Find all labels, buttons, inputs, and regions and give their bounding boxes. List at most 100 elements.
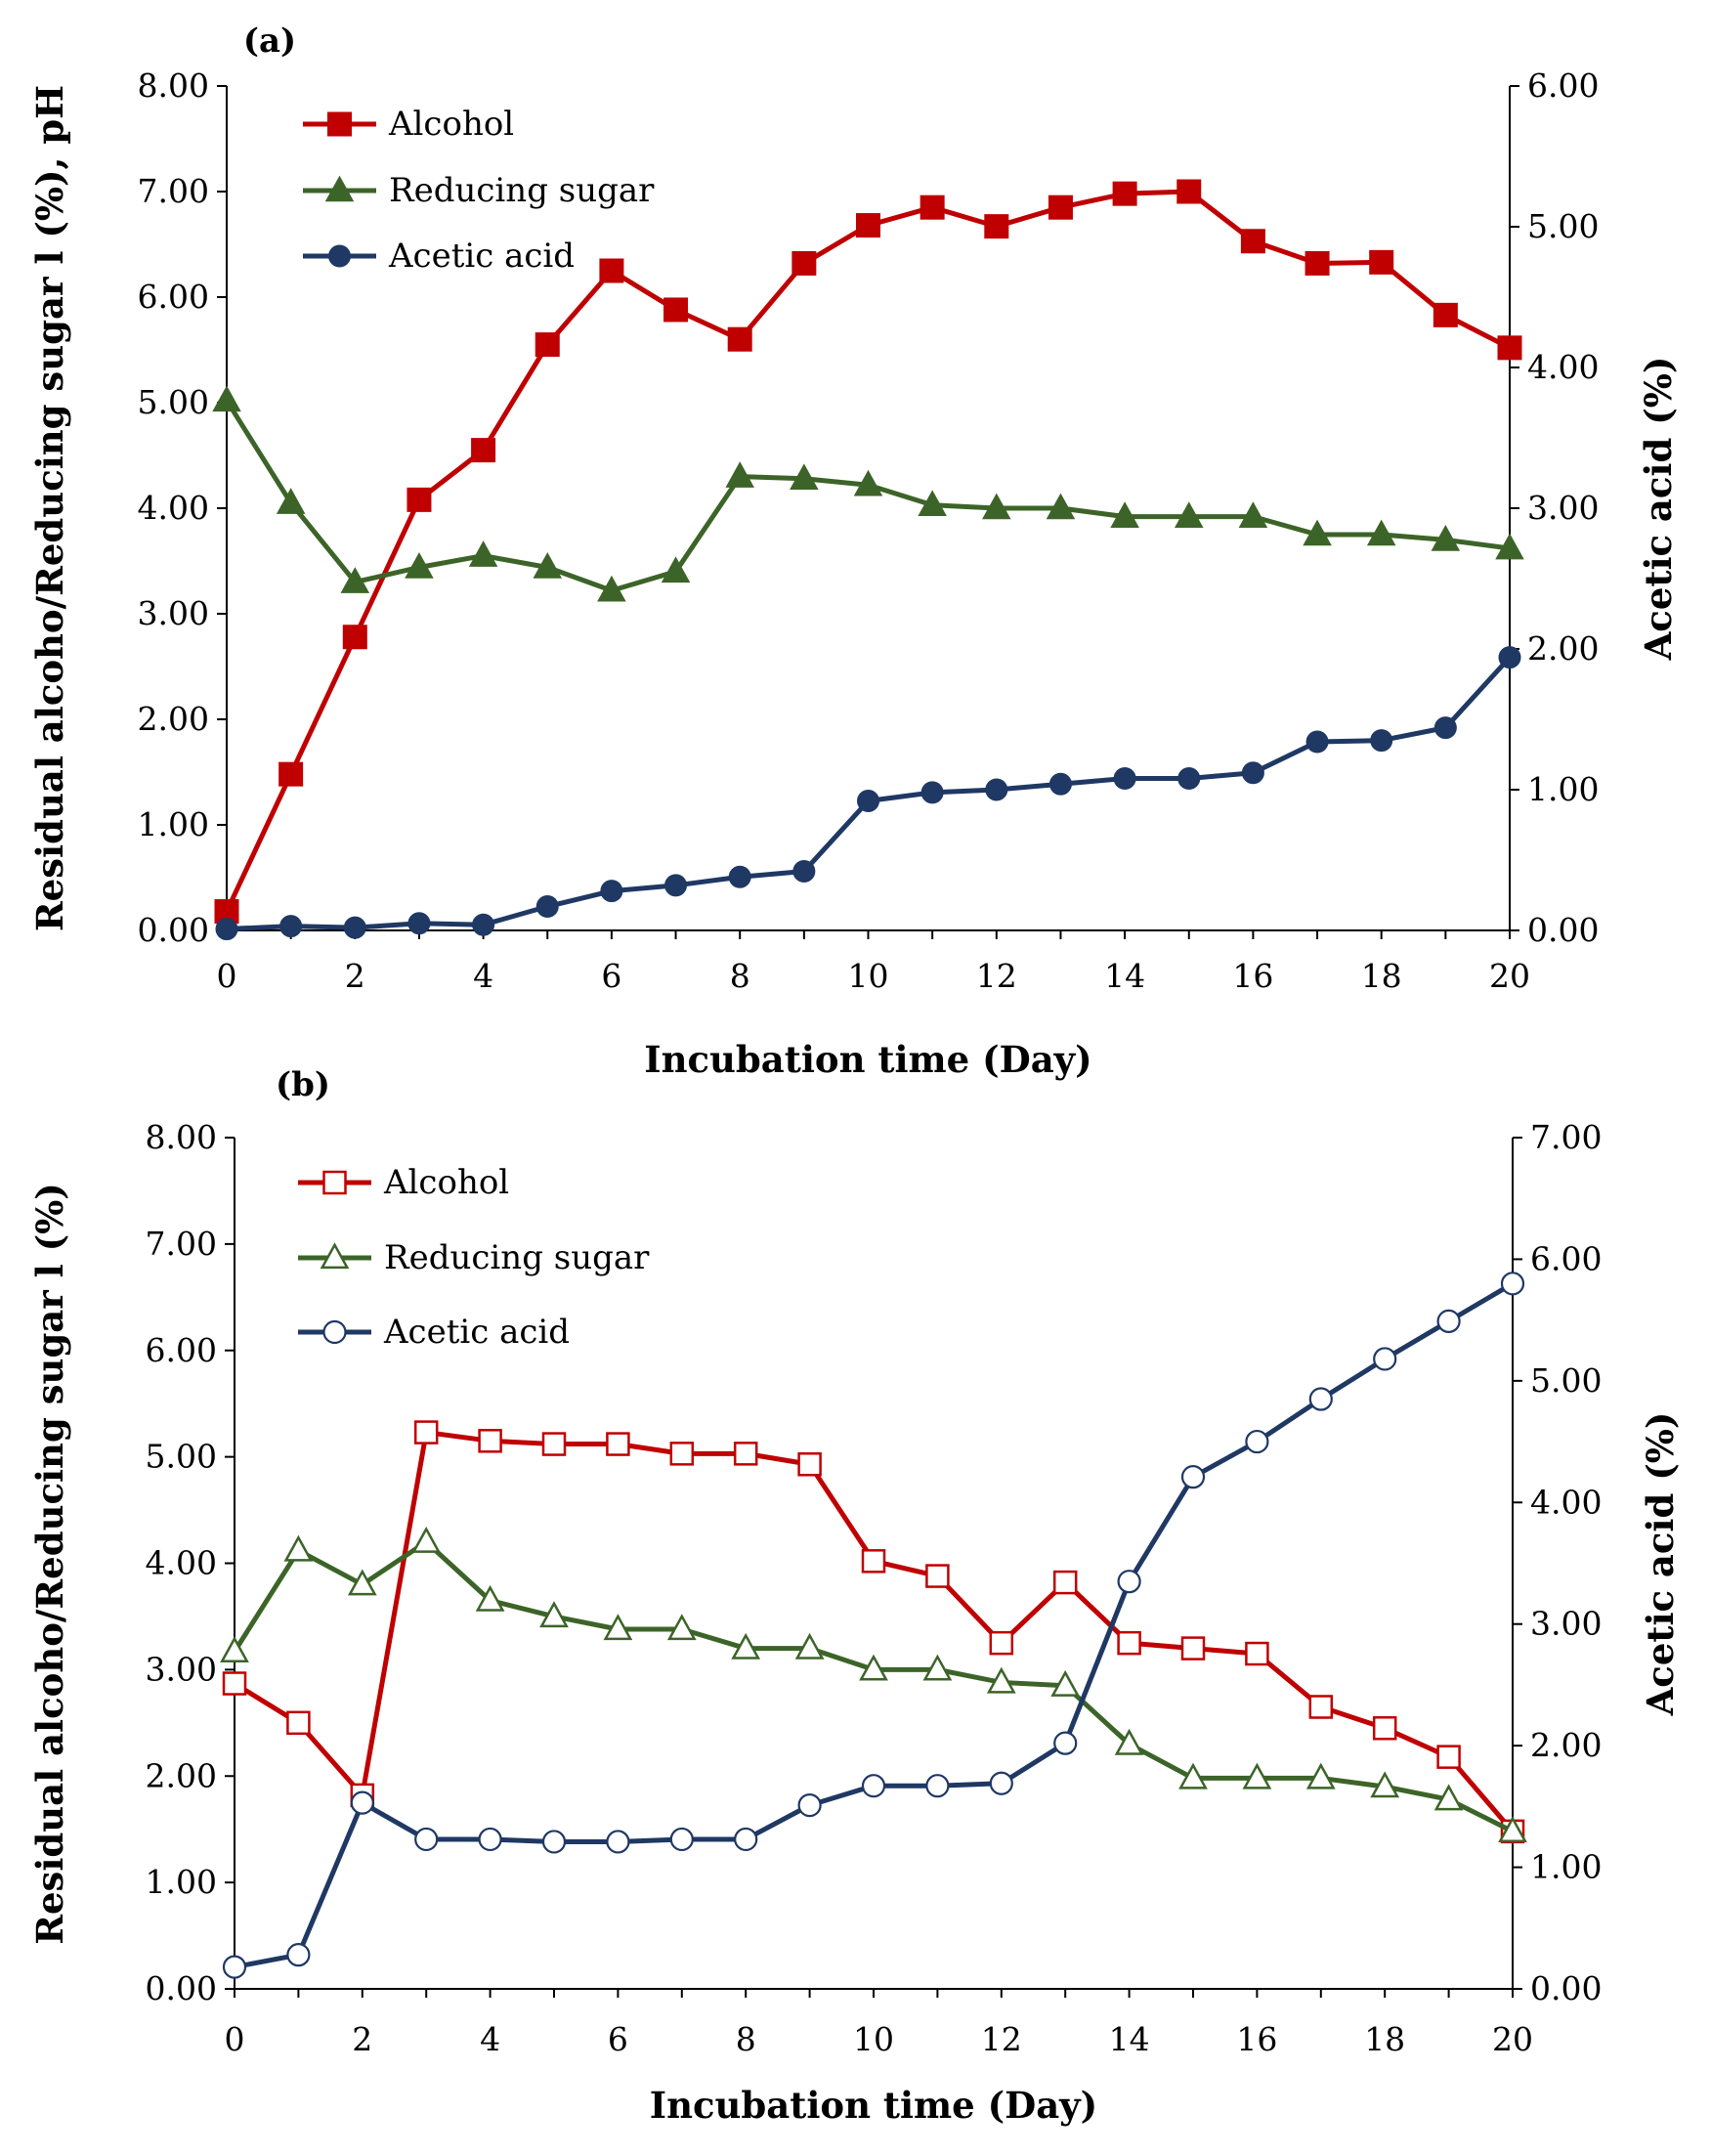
legend-item: Reducing sugar [303, 171, 655, 210]
data-point [1433, 302, 1458, 327]
x-tick-label: 6 [608, 2020, 628, 2058]
series-reducing-sugar [220, 1526, 1527, 1843]
y2-tick-label: 4.00 [1527, 348, 1599, 386]
y-tick-label: 5.00 [138, 383, 209, 421]
data-point [1113, 766, 1136, 790]
data-point [1305, 1762, 1336, 1789]
data-point [856, 213, 880, 238]
y2-tick-label: 3.00 [1530, 1605, 1602, 1643]
y-tick-label: 1.00 [138, 805, 209, 843]
data-point [1308, 1695, 1334, 1719]
y-tick-label: 6.00 [146, 1331, 217, 1369]
data-point [340, 567, 370, 593]
data-point [1176, 179, 1202, 204]
legend-marker [322, 1319, 347, 1345]
legend-item: Reducing sugar [298, 1238, 650, 1277]
y2-tick-label: 1.00 [1530, 1848, 1602, 1886]
data-point [985, 778, 1008, 801]
data-point [1305, 250, 1330, 276]
data-point [407, 912, 431, 935]
chart-panel-a: 0.00 1.00 2.00 3.00 4.00 5.00 6.00 7.00 8.00 0.00… [28, 22, 1680, 1081]
data-point [984, 214, 1009, 239]
data-point [533, 552, 563, 579]
data-point [1180, 1636, 1206, 1660]
y-tick-label: 6.00 [138, 278, 209, 316]
data-point [663, 297, 689, 323]
data-point [727, 326, 752, 352]
data-point [728, 865, 751, 888]
data-point [1495, 533, 1524, 560]
data-point [535, 895, 559, 919]
data-point [1240, 229, 1265, 254]
data-point [541, 1432, 567, 1456]
data-point [791, 250, 817, 276]
data-point [925, 1564, 950, 1588]
data-point [279, 915, 303, 938]
legend-marker [320, 1242, 350, 1270]
data-point [1050, 1669, 1081, 1697]
data-point [1431, 524, 1461, 551]
y-axis-title: Residual alcoho/Reducing sugar l (%) [28, 1183, 71, 1945]
series-alcohol [222, 1420, 1525, 1844]
data-point [215, 918, 238, 941]
data-point [661, 556, 691, 583]
data-point [1238, 501, 1268, 528]
x-tick-label: 4 [480, 2020, 500, 2058]
data-point [597, 575, 626, 602]
y-tick-label: 3.00 [146, 1650, 217, 1688]
data-point [411, 1526, 442, 1553]
data-point [1372, 1716, 1397, 1741]
x-tick-label: 4 [473, 957, 493, 995]
data-point [1498, 646, 1521, 669]
data-point [541, 1830, 567, 1854]
series-acetic-acid [215, 646, 1521, 941]
y-tick-label: 2.00 [138, 700, 209, 738]
x-tick-label: 12 [976, 957, 1017, 995]
data-point [1245, 1429, 1269, 1454]
data-point [1048, 194, 1073, 220]
data-point [1366, 519, 1396, 546]
data-point [471, 438, 496, 463]
data-point [861, 1549, 886, 1574]
data-point [1433, 1784, 1464, 1811]
y2-tick-label: 2.00 [1530, 1726, 1602, 1764]
data-point [478, 1827, 502, 1852]
x-tick-label: 8 [730, 957, 750, 995]
data-point [1433, 716, 1457, 740]
data-point [920, 781, 944, 804]
data-point [1498, 1816, 1527, 1843]
data-point [792, 860, 816, 884]
y-tick-label: 4.00 [146, 1544, 217, 1582]
data-point [669, 1827, 694, 1852]
x-tick-label: 10 [848, 957, 889, 995]
data-point [472, 913, 495, 936]
y-tick-label: 0.00 [146, 1969, 217, 2007]
x-tick-label: 20 [1492, 2020, 1533, 2058]
data-point [1177, 766, 1201, 790]
legend-marker [327, 111, 352, 137]
x-tick-label: 14 [1104, 957, 1145, 995]
y2-tick-label: 6.00 [1530, 1239, 1602, 1277]
panel-label: (a) [243, 22, 296, 61]
data-point [212, 385, 241, 412]
data-point [1436, 1745, 1461, 1769]
data-point [989, 1630, 1014, 1656]
data-point [1178, 1762, 1208, 1789]
y2-tick-label: 5.00 [1527, 207, 1599, 245]
legend-marker [324, 175, 355, 202]
y2-tick-label: 7.00 [1530, 1118, 1602, 1156]
data-point [413, 1420, 439, 1445]
chart-panel-b: 0.00 1.00 2.00 3.00 4.00 5.00 6.00 7.00 8.00 0.00… [28, 1065, 1682, 2127]
legend-marker [328, 244, 351, 268]
data-point [478, 1429, 502, 1453]
legend-label: Acetic acid [383, 1313, 570, 1352]
data-point [986, 1666, 1016, 1694]
data-point [920, 194, 945, 220]
data-point [1046, 493, 1076, 520]
y-axis-title: Residual alcoho/Reducing sugar l (%), pH [28, 85, 71, 931]
data-point [286, 1943, 311, 1967]
data-point [1052, 1570, 1078, 1595]
series-reducing-sugar [212, 385, 1524, 602]
legend-label: Alcohol [383, 1163, 509, 1202]
